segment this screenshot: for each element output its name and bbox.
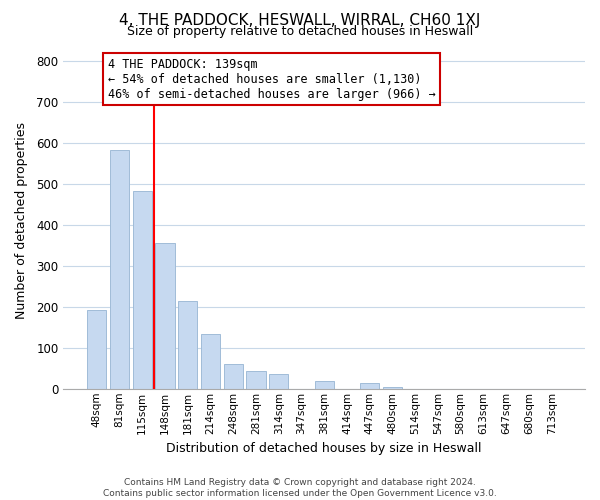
Bar: [87, 310, 106, 389]
X-axis label: Distribution of detached houses by size in Heswall: Distribution of detached houses by size …: [166, 442, 482, 455]
Bar: [269, 374, 289, 389]
Text: 4, THE PADDOCK, HESWALL, WIRRAL, CH60 1XJ: 4, THE PADDOCK, HESWALL, WIRRAL, CH60 1X…: [119, 12, 481, 28]
Bar: [178, 300, 197, 389]
Y-axis label: Number of detached properties: Number of detached properties: [15, 122, 28, 319]
Bar: [314, 382, 334, 389]
Bar: [201, 334, 220, 389]
Bar: [133, 190, 152, 389]
Bar: [224, 364, 243, 389]
Text: Contains HM Land Registry data © Crown copyright and database right 2024.
Contai: Contains HM Land Registry data © Crown c…: [103, 478, 497, 498]
Text: 4 THE PADDOCK: 139sqm
← 54% of detached houses are smaller (1,130)
46% of semi-d: 4 THE PADDOCK: 139sqm ← 54% of detached …: [108, 58, 436, 100]
Text: Size of property relative to detached houses in Heswall: Size of property relative to detached ho…: [127, 25, 473, 38]
Bar: [383, 386, 402, 389]
Bar: [360, 384, 379, 389]
Bar: [247, 371, 266, 389]
Bar: [110, 150, 129, 389]
Bar: [155, 243, 175, 389]
